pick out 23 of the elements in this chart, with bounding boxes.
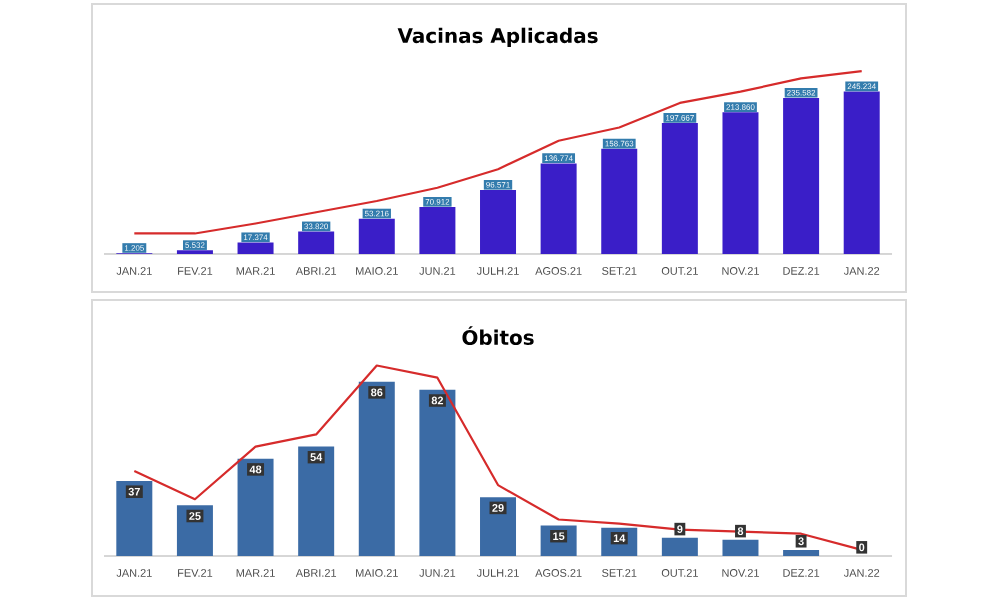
bar: [722, 539, 759, 556]
bar: [783, 97, 820, 254]
bar: [419, 207, 456, 254]
chart-title: Óbitos: [462, 326, 534, 345]
bar: [237, 242, 274, 254]
bar: [661, 537, 698, 556]
bar: [480, 497, 517, 556]
bar: [116, 481, 153, 556]
bar: [661, 123, 698, 254]
bar: [176, 505, 213, 556]
bar: [237, 458, 274, 556]
bar: [601, 148, 638, 254]
bar: [298, 231, 335, 254]
bar: [722, 112, 759, 254]
bar: [358, 218, 395, 254]
bar: [298, 446, 335, 556]
bar: [843, 91, 880, 254]
bar: [540, 163, 577, 254]
bar: [419, 389, 456, 556]
bar: [480, 190, 517, 254]
chart-title: Vacinas Aplicadas: [397, 27, 598, 48]
bar: [358, 381, 395, 556]
bar: [783, 549, 820, 556]
